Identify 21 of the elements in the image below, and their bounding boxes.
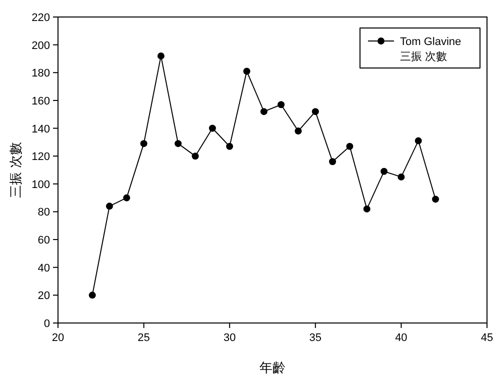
y-tick-label: 220: [32, 12, 50, 24]
x-tick-label: 40: [395, 332, 408, 344]
y-tick-label: 20: [38, 290, 50, 302]
y-tick-label: 200: [32, 40, 50, 52]
y-tick-label: 120: [32, 151, 50, 164]
x-tick-label: 35: [309, 332, 322, 344]
y-tick-label: 100: [32, 178, 50, 191]
y-tick-label: 60: [38, 234, 50, 247]
x-axis-title: 年齡: [260, 360, 286, 375]
y-tick-label: 0: [44, 318, 50, 330]
x-tick-label: 25: [138, 332, 150, 344]
x-tick-label: 20: [52, 332, 64, 344]
x-tick-label: 45: [480, 332, 494, 344]
y-tick-label: 40: [38, 262, 50, 274]
legend-label: Tom Glavine 三振 次數: [400, 36, 462, 63]
y-tick-label: 160: [32, 95, 50, 108]
y-tick-label: 80: [38, 206, 50, 219]
x-tick-label: 30: [223, 332, 236, 344]
y-tick-label: 180: [32, 68, 50, 80]
y-tick-label: 140: [32, 123, 50, 136]
y-axis-title: 三振 次數: [8, 142, 23, 198]
